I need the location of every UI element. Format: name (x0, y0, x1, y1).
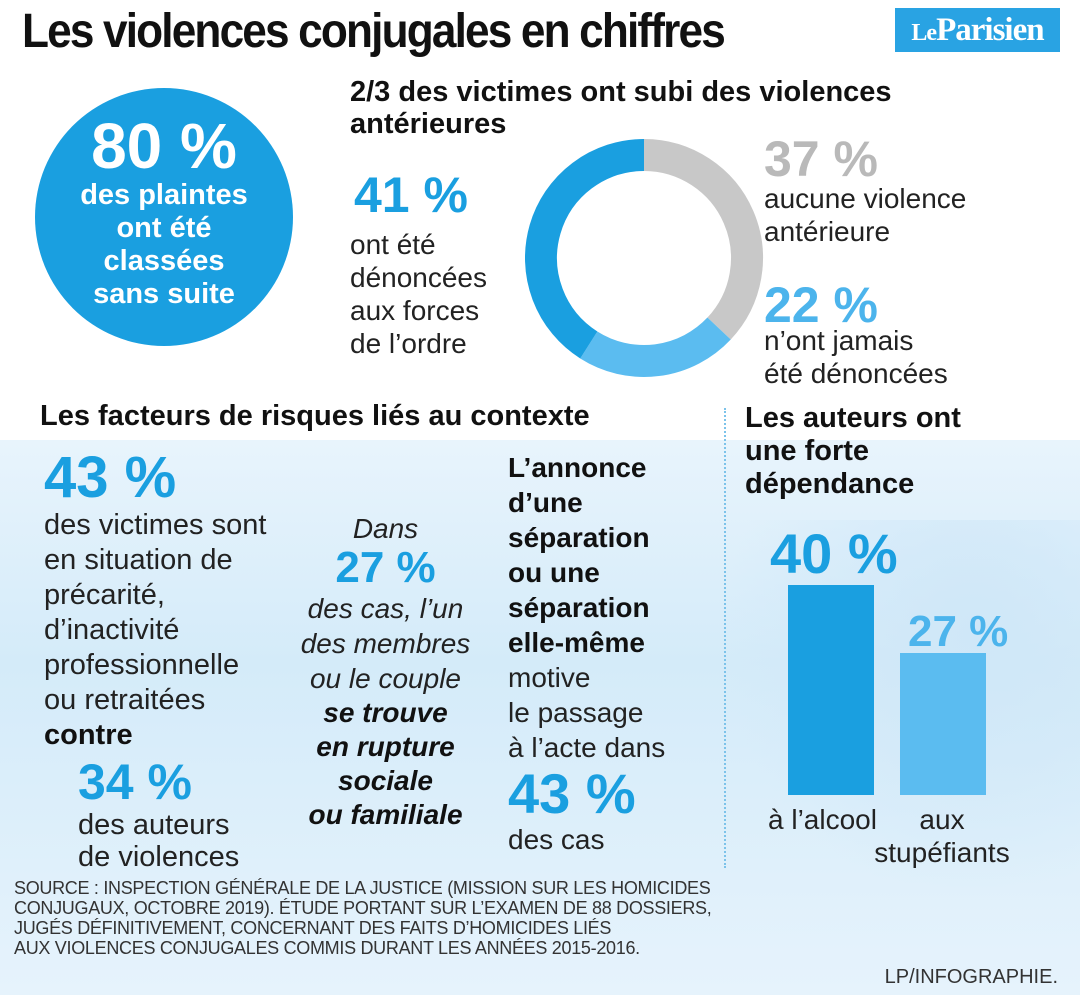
donut-right-top-line: antérieure (764, 216, 891, 247)
credit-line: LP/INFOGRAPHIE. (884, 966, 1058, 988)
risk-col3-line: motive (508, 662, 591, 693)
risk-column-2: Dans 27 % des cas, l’un des membres ou l… (278, 512, 493, 832)
source-line: CONJUGAUX, OCTOBRE 2019). ÉTUDE PORTANT … (14, 898, 712, 918)
logo-parisien: Parisien (936, 12, 1044, 48)
risk-col3-bold-line: L’annonce (508, 452, 647, 483)
section-divider (724, 408, 726, 868)
dependance-heading-line: une forte (745, 435, 870, 467)
risk-column-1: 43 % des victimes sont en situation de p… (44, 445, 267, 874)
risk-col1-line: professionnelle (44, 649, 240, 681)
bar-category-label-line: aux (919, 804, 965, 835)
risk-col2-line: des cas, l’un (307, 593, 464, 624)
risk-col3-bold-line: elle-même (508, 627, 645, 658)
donut-slice-1 (643, 139, 763, 340)
stat-circle-80: 80 % des plaintes ont été classées sans … (35, 88, 293, 346)
bar-alcool (788, 585, 874, 795)
risk-col2-bold-line: en rupture (316, 731, 455, 762)
risk-col1-pct: 43 % (44, 445, 177, 510)
donut-slice-2 (580, 317, 731, 377)
donut-left-pct: 41 % (354, 167, 468, 223)
donut-slice-0 (525, 139, 645, 359)
risk-col3-bold-line: d’une (508, 487, 583, 518)
le-parisien-logo: LeParisien (895, 8, 1060, 52)
risk-col1-line2: des auteurs (78, 809, 230, 841)
dependance-heading-line: dépendance (745, 468, 915, 500)
circle-line: des plaintes (80, 179, 248, 211)
source-line: JUGÉS DÉFINITIVEMENT, CONCERNANT DES FAI… (14, 918, 612, 938)
risk-col3-bold-line: ou une (508, 557, 600, 588)
risk-col3-bold-line: séparation (508, 592, 650, 623)
risk-col3-bold-line: séparation (508, 522, 650, 553)
bar-category-label-stupefiants: aux stupéfiants (842, 803, 1042, 869)
bar-stupefiants (900, 653, 986, 795)
donut-right-top-line: aucune violence (764, 183, 967, 214)
risk-col3-pct: 43 % (508, 762, 636, 825)
risk-col1-line: précarité, (44, 579, 165, 611)
risk-col3-line: à l’acte dans (508, 732, 666, 763)
risk-col2-bold-line: se trouve (323, 697, 448, 728)
bar-category-label-line: stupéfiants (874, 837, 1010, 868)
risk-col2-pct: 27 % (335, 543, 436, 592)
page-title: Les violences conjugales en chiffres (22, 5, 726, 58)
circle-line: sans suite (93, 278, 235, 310)
dependance-heading-line: Les auteurs ont (745, 402, 961, 434)
risk-heading: Les facteurs de risques liés au contexte (40, 400, 590, 432)
risk-col1-line: d’inactivité (44, 614, 180, 646)
donut-chart (525, 139, 763, 377)
donut-left-line: de l’ordre (350, 328, 467, 359)
donut-heading-line: antérieures (350, 108, 507, 140)
risk-col1-line: en situation de (44, 544, 233, 576)
donut-left-label: 41 % ont été dénoncées aux forces de l’o… (350, 168, 487, 360)
donut-left-line: ont été (350, 229, 436, 260)
donut-right-top-label: 37 % aucune violence antérieure (764, 132, 966, 248)
risk-col1-bold: contre (44, 719, 133, 751)
dependance-heading: Les auteurs ont une forte dépendance (745, 402, 961, 501)
circle-line: ont été (116, 212, 212, 244)
risk-col1-line: des victimes sont (44, 509, 267, 541)
risk-col2-line: des membres (300, 628, 471, 659)
donut-right-top-pct: 37 % (764, 131, 878, 187)
donut-heading: 2/3 des victimes ont subi des violences … (350, 76, 892, 140)
risk-col1-line: ou retraitées (44, 684, 206, 716)
donut-right-bottom-line: n’ont jamais (764, 325, 914, 356)
circle-line: classées (103, 245, 225, 277)
circle-value: 80 % (91, 110, 237, 182)
risk-col2-top: Dans (352, 513, 419, 544)
risk-column-3: L’annonce d’une séparation ou une sépara… (508, 450, 665, 856)
donut-left-line: dénoncées (350, 262, 488, 293)
risk-col1-line2: de violences (78, 841, 240, 873)
bar-category-label-alcool: à l’alcool (768, 804, 877, 835)
risk-col2-bold-line: sociale (338, 765, 433, 796)
donut-right-bottom-label: 22 % n’ont jamais été dénoncées (764, 278, 948, 390)
donut-right-bottom-line: été dénoncées (764, 358, 948, 389)
risk-col1-pct2: 34 % (78, 754, 192, 810)
risk-col2-line: ou le couple (309, 663, 461, 694)
bar-value-label-alcool: 40 % (770, 522, 898, 585)
risk-col3-line: le passage (508, 697, 644, 728)
donut-heading-line: 2/3 des victimes ont subi des violences (350, 76, 892, 108)
source-line: AUX VIOLENCES CONJUGALES COMMIS DURANT L… (14, 938, 640, 958)
source-line: SOURCE : INSPECTION GÉNÉRALE DE LA JUSTI… (14, 878, 711, 898)
risk-col3-tail: des cas (508, 824, 605, 855)
bar-value-label-stupefiants: 27 % (908, 607, 1009, 657)
dependance-bar-chart: 40 % 27 % à l’alcool aux stupéfiants (740, 526, 1060, 870)
logo-le: Le (911, 20, 937, 46)
donut-left-line: aux forces (350, 295, 480, 326)
donut-right-bottom-pct: 22 % (764, 277, 878, 333)
source-note: SOURCE : INSPECTION GÉNÉRALE DE LA JUSTI… (14, 878, 814, 958)
risk-col2-bold-line: ou familiale (308, 799, 463, 830)
